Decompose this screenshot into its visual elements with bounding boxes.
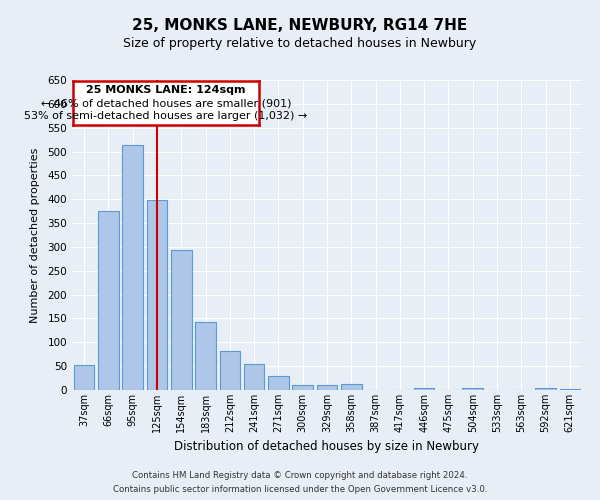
Text: ← 46% of detached houses are smaller (901): ← 46% of detached houses are smaller (90…: [41, 98, 292, 108]
Bar: [244, 364, 265, 390]
Y-axis label: Number of detached properties: Number of detached properties: [31, 148, 40, 322]
Bar: [195, 322, 216, 390]
Bar: [220, 351, 240, 390]
Bar: [341, 384, 362, 390]
Bar: [535, 388, 556, 390]
Bar: [74, 365, 94, 390]
Bar: [268, 376, 289, 390]
Text: Contains HM Land Registry data © Crown copyright and database right 2024.: Contains HM Land Registry data © Crown c…: [132, 472, 468, 480]
Bar: [98, 211, 119, 390]
Bar: [463, 388, 483, 390]
Text: Size of property relative to detached houses in Newbury: Size of property relative to detached ho…: [124, 38, 476, 51]
Bar: [171, 250, 191, 390]
X-axis label: Distribution of detached houses by size in Newbury: Distribution of detached houses by size …: [175, 440, 479, 454]
Text: Contains public sector information licensed under the Open Government Licence v3: Contains public sector information licen…: [113, 484, 487, 494]
Text: 25, MONKS LANE, NEWBURY, RG14 7HE: 25, MONKS LANE, NEWBURY, RG14 7HE: [133, 18, 467, 32]
Bar: [146, 200, 167, 390]
Bar: [560, 388, 580, 390]
Text: 25 MONKS LANE: 124sqm: 25 MONKS LANE: 124sqm: [86, 85, 246, 95]
Bar: [317, 385, 337, 390]
Text: 53% of semi-detached houses are larger (1,032) →: 53% of semi-detached houses are larger (…: [25, 112, 308, 122]
Bar: [292, 385, 313, 390]
Bar: [122, 146, 143, 390]
Bar: [414, 388, 434, 390]
